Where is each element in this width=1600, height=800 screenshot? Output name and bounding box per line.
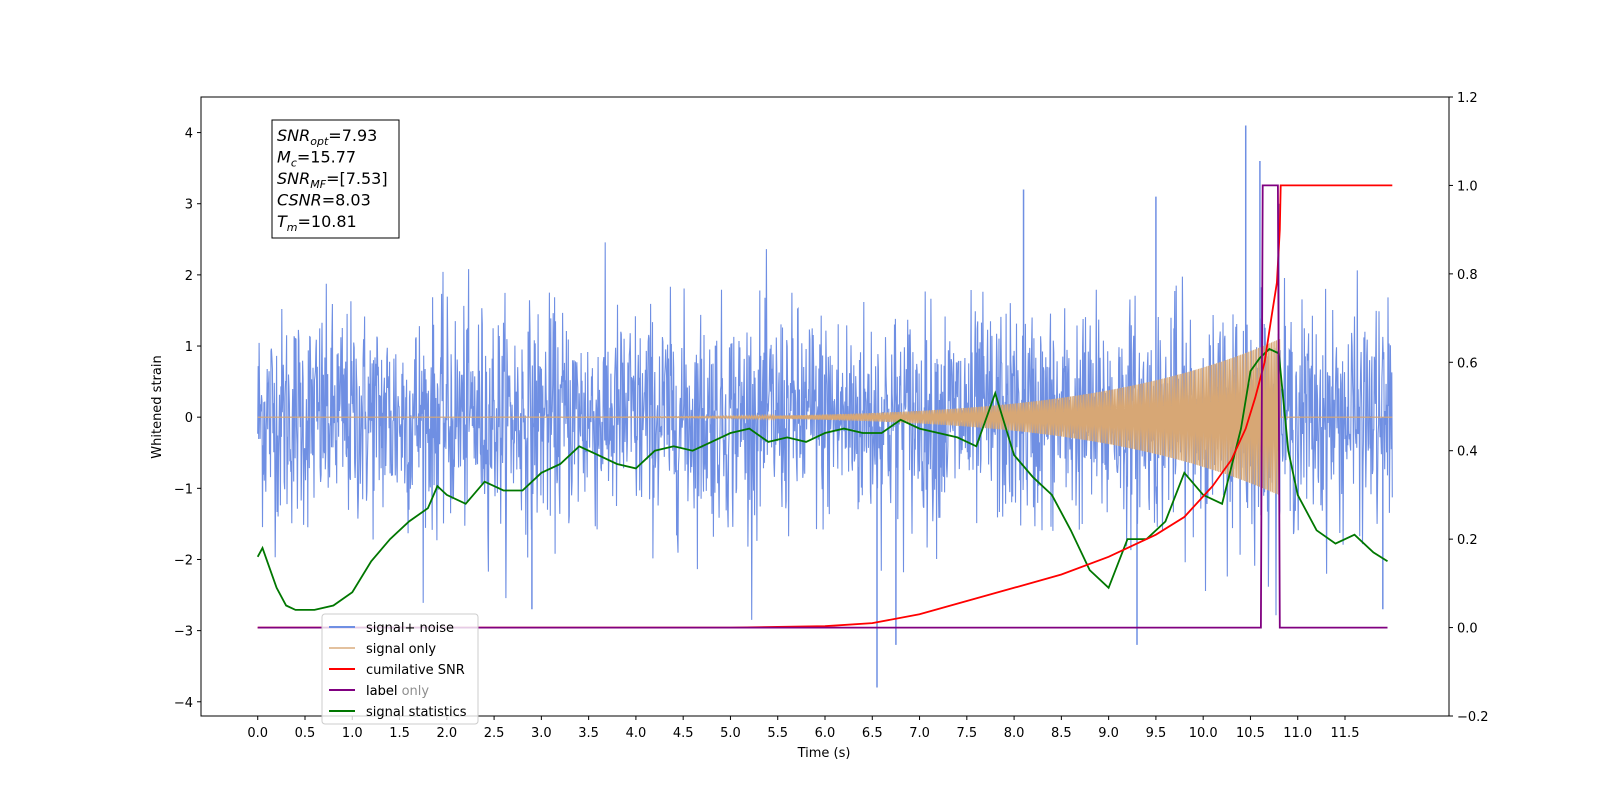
- x-tick-label: 2.5: [484, 726, 505, 741]
- y2-tick-label: −0.2: [1457, 710, 1489, 725]
- series-label: [257, 184, 1388, 629]
- y-tick-label: 0: [185, 411, 193, 426]
- y-tick-label: −4: [174, 696, 193, 711]
- x-tick-label: 8.5: [1051, 726, 1072, 741]
- y-tick-label: −2: [174, 553, 193, 568]
- y2-tick-label: 0.4: [1457, 445, 1478, 460]
- stats-annotation: SNRopt=7.93Mc=15.77SNRMF=[7.53]CSNR=8.03…: [271, 119, 400, 239]
- x-tick-label: 9.5: [1146, 726, 1167, 741]
- x-tick-label: 2.0: [436, 726, 457, 741]
- legend-label: signal only: [366, 642, 436, 657]
- x-tick-label: 10.5: [1236, 726, 1265, 741]
- annotation-line: SNRopt=7.93: [277, 126, 377, 148]
- x-tick-label: 0.0: [247, 726, 268, 741]
- x-tick-label: 3.0: [531, 726, 552, 741]
- y-axis-left: 4 3 2 1 0 −1 −2 −3 −4: [174, 127, 201, 711]
- y-tick-label: 2: [185, 269, 193, 284]
- x-tick-label: 0.5: [295, 726, 316, 741]
- x-tick-label: 5.5: [767, 726, 788, 741]
- y2-tick-label: 0.2: [1457, 533, 1478, 548]
- annotation-line: Tm=10.81: [277, 212, 357, 234]
- x-tick-label: 1.5: [389, 726, 410, 741]
- legend-frame: [321, 613, 479, 725]
- y-tick-label: 1: [185, 340, 193, 355]
- y-tick-label: 3: [185, 198, 193, 213]
- y-tick-label: −1: [174, 482, 193, 497]
- x-tick-label: 6.0: [815, 726, 836, 741]
- annotation-line: SNRMF=[7.53]: [277, 169, 388, 191]
- x-tick-label: 4.5: [673, 726, 694, 741]
- x-axis-title: Time (s): [797, 746, 851, 761]
- x-tick-label: 1.0: [342, 726, 363, 741]
- y2-tick-label: 0.8: [1457, 268, 1478, 283]
- x-tick-label: 3.5: [578, 726, 599, 741]
- y2-tick-label: 1.2: [1457, 91, 1478, 106]
- y2-tick-label: 0.0: [1457, 622, 1478, 637]
- annotation-line: Mc=15.77: [277, 148, 356, 170]
- y2-tick-label: 1.0: [1457, 179, 1478, 194]
- legend: signal+ noise signal only cumilative SNR la…: [321, 613, 479, 725]
- series-signal-noise: [257, 242, 1393, 620]
- y2-tick-label: 0.6: [1457, 356, 1478, 371]
- y-tick-label: 4: [185, 127, 193, 142]
- x-axis: 0.0 0.5 1.0 1.5 2.0 2.5 3.0 3.5 4.0 4.5 5.0 5.5 6.0 6…: [247, 716, 1359, 741]
- legend-label: label: [366, 684, 397, 699]
- x-tick-label: 4.0: [626, 726, 647, 741]
- series-signal-statistics: [256, 347, 1388, 611]
- y-axis-right: 1.2 1.0 0.8 0.6 0.4 0.2 0.0 −0.2: [1449, 91, 1489, 725]
- y-tick-label: −3: [174, 625, 193, 640]
- legend-label: signal+ noise: [366, 621, 454, 636]
- x-tick-label: 7.5: [956, 726, 977, 741]
- series-cumulative-snr: [257, 184, 1393, 629]
- x-tick-label: 5.0: [720, 726, 741, 741]
- y-axis-title: Whitened strain: [150, 355, 165, 458]
- legend-label-ghost: label only: [366, 684, 429, 699]
- x-tick-label: 9.0: [1098, 726, 1119, 741]
- x-tick-label: 11.5: [1331, 726, 1360, 741]
- x-tick-label: 8.0: [1004, 726, 1025, 741]
- x-tick-label: 6.5: [862, 726, 883, 741]
- series-signal-only: [257, 338, 1393, 496]
- legend-label: signal statistics: [366, 705, 467, 720]
- legend-label: cumilative SNR: [366, 663, 465, 678]
- x-tick-label: 10.0: [1189, 726, 1218, 741]
- annotation-line: CSNR=8.03: [277, 191, 371, 210]
- x-tick-label: 7.0: [909, 726, 930, 741]
- annotation-frame: [271, 119, 400, 239]
- series-layer: [256, 125, 1393, 688]
- x-tick-label: 11.0: [1283, 726, 1312, 741]
